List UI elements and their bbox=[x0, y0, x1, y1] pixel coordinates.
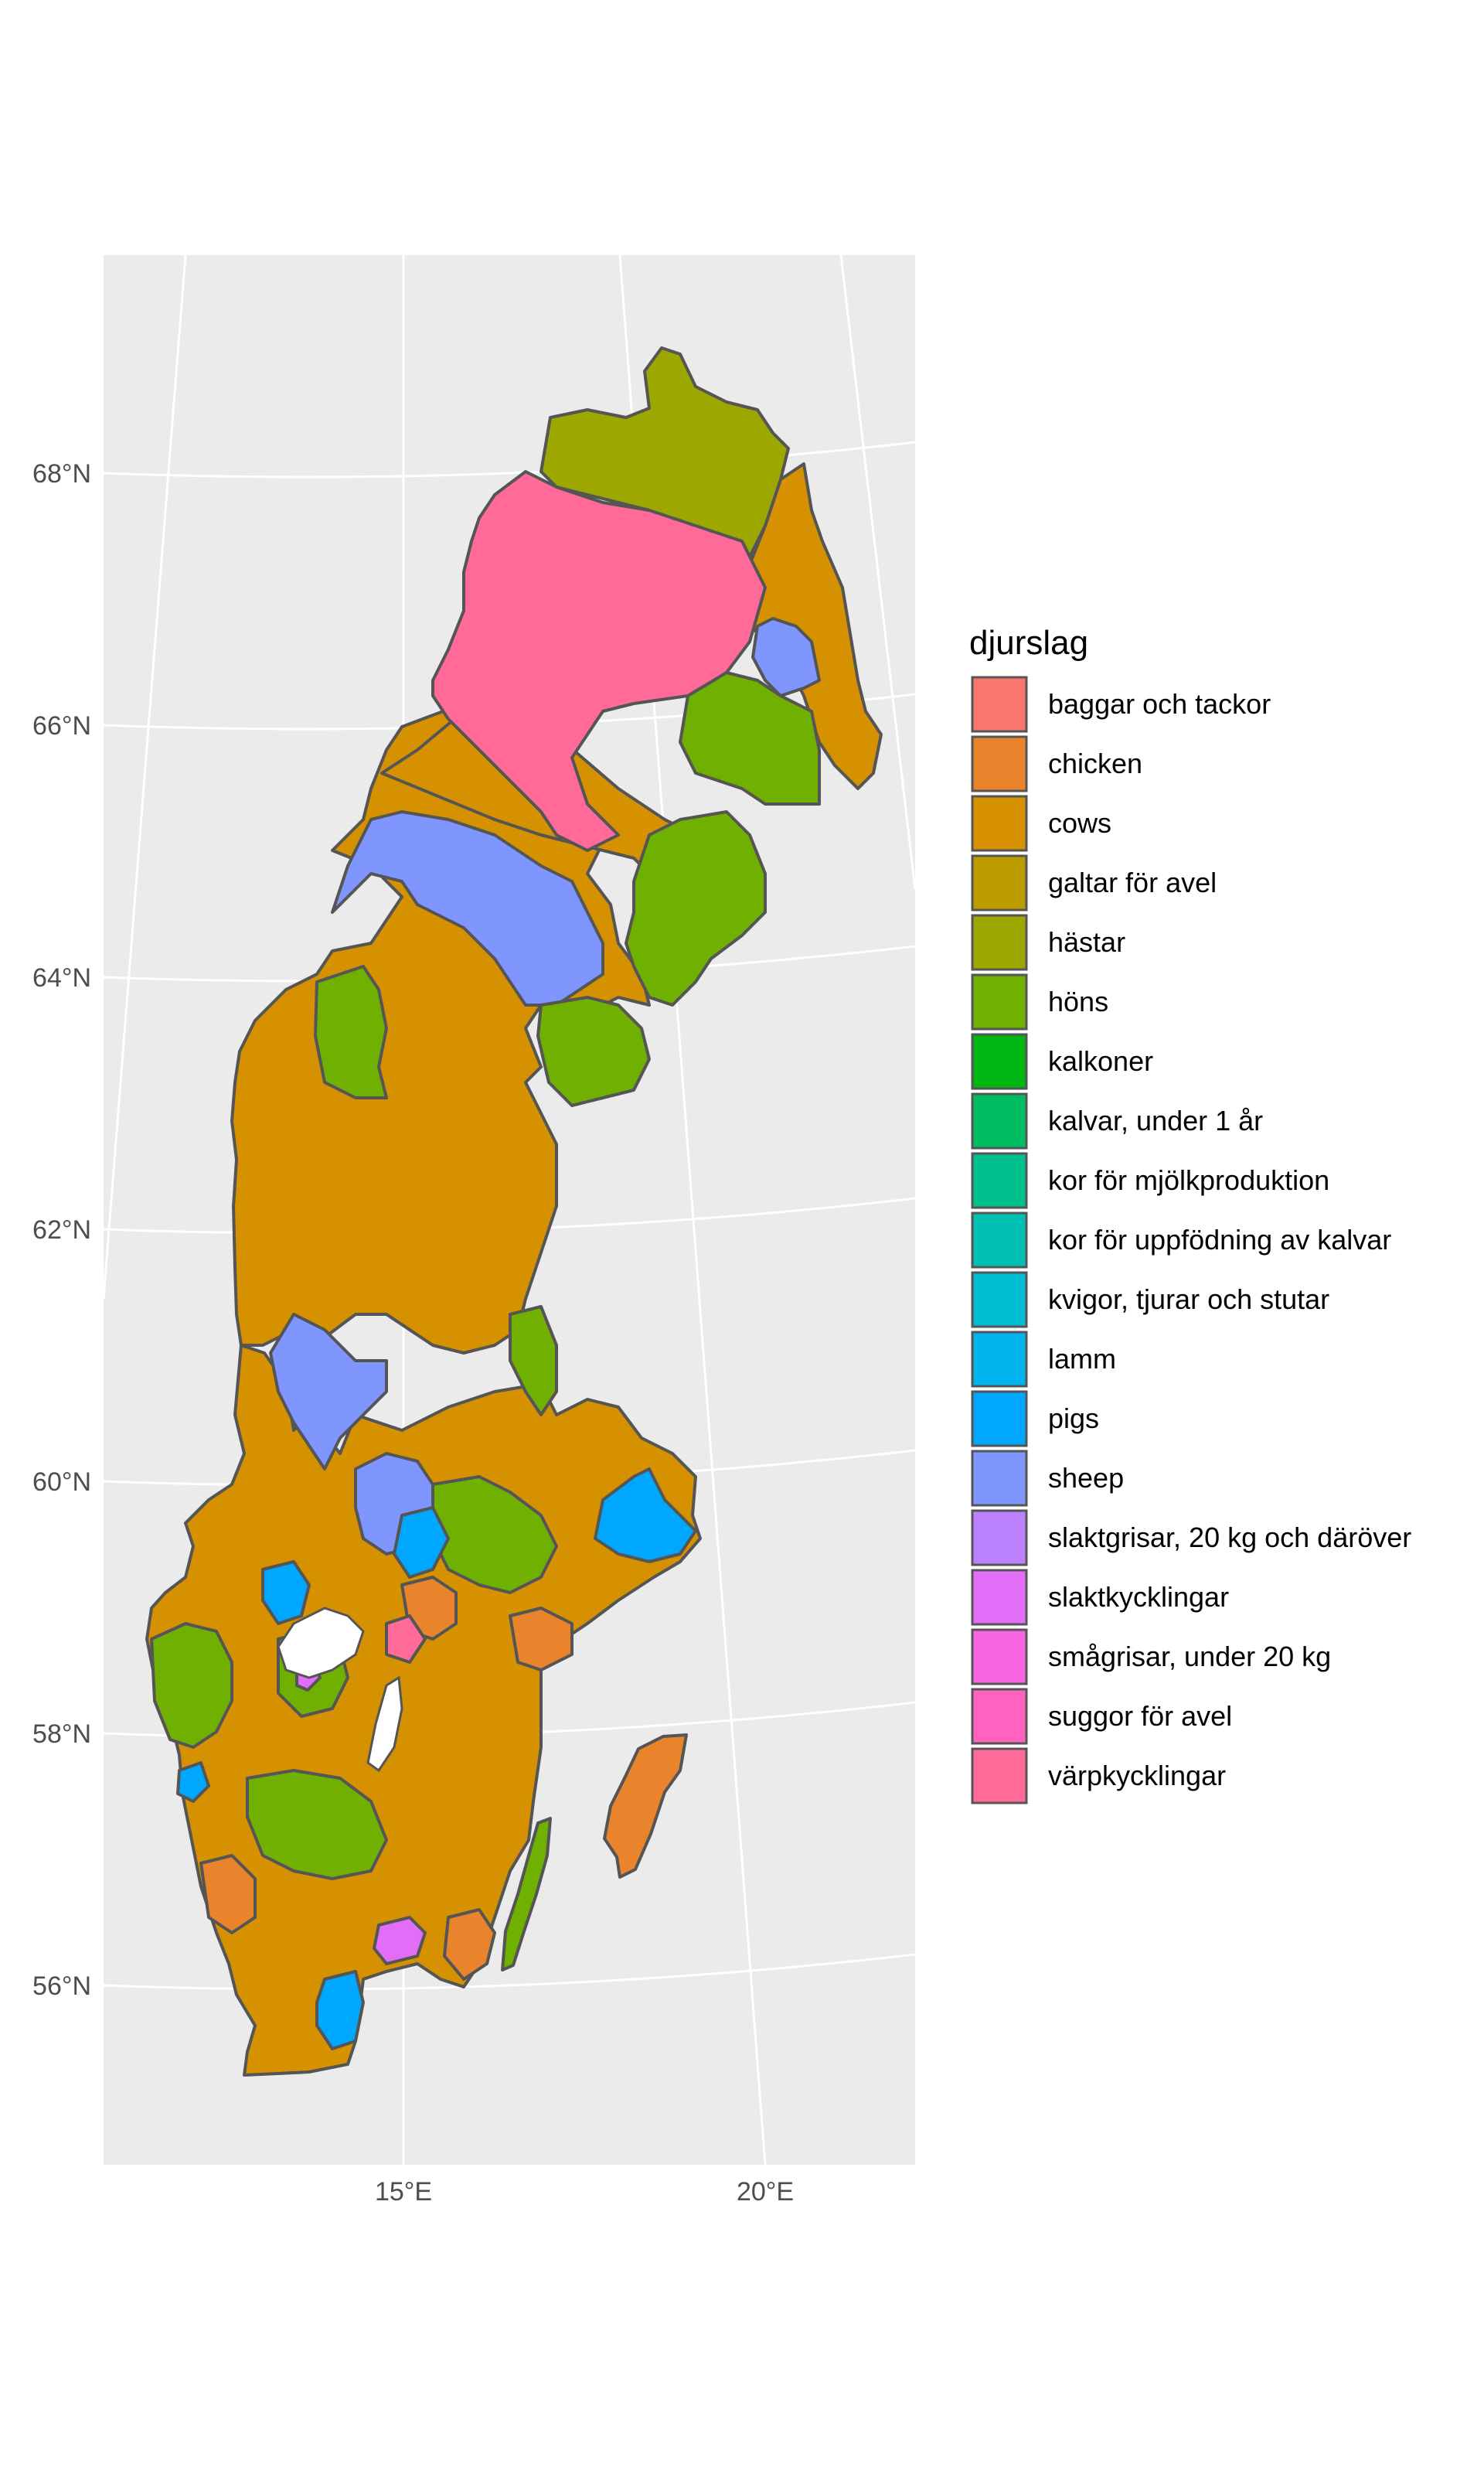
region-slaktkycklingar bbox=[373, 1916, 427, 1965]
legend-label: pigs bbox=[1048, 1402, 1099, 1434]
legend-key bbox=[971, 795, 1028, 852]
region-pigs-skane bbox=[315, 1970, 365, 2050]
lat-label: 60°N bbox=[32, 1467, 91, 1497]
legend-label: baggar och tackor bbox=[1048, 688, 1271, 720]
region-chicken-kalmar bbox=[443, 1908, 496, 1981]
legend-key bbox=[971, 854, 1028, 912]
region-pigs-vanern bbox=[261, 1560, 311, 1625]
legend-label: lamm bbox=[1048, 1343, 1116, 1375]
lat-label: 56°N bbox=[32, 1971, 91, 2001]
legend: djurslag baggar och tackor chicken cows gal… bbox=[969, 624, 1411, 1804]
legend-key bbox=[971, 1628, 1028, 1685]
legend-key bbox=[971, 1747, 1028, 1804]
legend-label: galtar för avel bbox=[1048, 867, 1217, 898]
legend-label: höns bbox=[1048, 986, 1108, 1017]
legend-key bbox=[971, 1033, 1028, 1090]
lat-label: 58°N bbox=[32, 1719, 91, 1749]
region-chicken-ostergotland bbox=[509, 1607, 574, 1671]
region-pigs-west-coast bbox=[176, 1761, 210, 1803]
y-axis: 68°N 66°N 64°N 62°N 60°N 58°N 56°N bbox=[32, 459, 91, 2001]
map-regions bbox=[145, 346, 883, 2077]
legend-label: suggor för avel bbox=[1048, 1700, 1232, 1732]
region-hons-west-coast bbox=[150, 1622, 233, 1749]
legend-label: cows bbox=[1048, 807, 1111, 839]
region-pigs-uppsala bbox=[594, 1467, 697, 1563]
region-hons-north bbox=[679, 671, 821, 806]
lat-label: 62°N bbox=[32, 1215, 91, 1245]
region-hons-malaren bbox=[431, 1475, 558, 1594]
legend-label: kor för mjölkproduktion bbox=[1048, 1164, 1329, 1196]
region-gotland bbox=[603, 1733, 688, 1879]
legend-label: chicken bbox=[1048, 748, 1142, 779]
region-hastar-north bbox=[539, 346, 790, 558]
legend-key bbox=[971, 1390, 1028, 1447]
legend-key bbox=[971, 973, 1028, 1031]
legend-key bbox=[971, 1569, 1028, 1626]
legend-key bbox=[971, 1450, 1028, 1507]
legend-label: kvigor, tjurar och stutar bbox=[1048, 1283, 1329, 1315]
legend-label: slaktkycklingar bbox=[1048, 1581, 1229, 1613]
legend-key bbox=[971, 1688, 1028, 1745]
lake-vattern bbox=[366, 1675, 403, 1773]
legend-label: sheep bbox=[1048, 1462, 1124, 1494]
legend-key bbox=[971, 1211, 1028, 1269]
legend-label: smågrisar, under 20 kg bbox=[1048, 1641, 1331, 1672]
legend-key bbox=[971, 1509, 1028, 1566]
region-oland bbox=[501, 1817, 552, 1971]
region-hons-jamtland bbox=[314, 965, 388, 1099]
legend-key bbox=[971, 676, 1028, 733]
region-sheep-northeast bbox=[751, 617, 821, 697]
region-hons-smaland bbox=[246, 1769, 388, 1880]
legend-label: värpkycklingar bbox=[1048, 1760, 1226, 1791]
lat-label: 64°N bbox=[32, 963, 91, 993]
legend-label: slaktgrisar, 20 kg och däröver bbox=[1048, 1522, 1411, 1553]
legend-title: djurslag bbox=[969, 624, 1088, 662]
lon-label: 20°E bbox=[737, 2177, 794, 2206]
legend-key bbox=[971, 914, 1028, 971]
legend-key bbox=[971, 1331, 1028, 1388]
legend-key bbox=[971, 1152, 1028, 1209]
region-hons-gavleborg bbox=[509, 1305, 558, 1416]
legend-key bbox=[971, 1092, 1028, 1150]
region-hons-vasternorrland bbox=[536, 996, 651, 1107]
legend-label: hästar bbox=[1048, 926, 1125, 958]
region-varpkycklingar-south bbox=[385, 1614, 427, 1664]
region-pigs-bergslagen bbox=[393, 1506, 450, 1579]
legend-items: baggar och tackor chicken cows galtar för a… bbox=[971, 676, 1411, 1804]
lon-label: 15°E bbox=[375, 2177, 432, 2206]
x-axis: 15°E 20°E bbox=[375, 2177, 794, 2206]
legend-key bbox=[971, 1271, 1028, 1328]
region-sheep-dalarna bbox=[269, 1313, 388, 1470]
region-hons-vasterbotten bbox=[625, 810, 767, 1007]
lat-label: 68°N bbox=[32, 459, 91, 489]
legend-label: kalvar, under 1 år bbox=[1048, 1105, 1263, 1136]
region-chicken-halland bbox=[199, 1854, 257, 1934]
lake-vanern bbox=[277, 1607, 365, 1679]
legend-label: kor för uppfödning av kalvar bbox=[1048, 1224, 1391, 1256]
region-varpkycklingar bbox=[431, 470, 767, 852]
region-central-cows bbox=[230, 702, 651, 1355]
legend-key bbox=[971, 735, 1028, 792]
lat-label: 66°N bbox=[32, 711, 91, 741]
legend-label: kalkoner bbox=[1048, 1045, 1153, 1077]
